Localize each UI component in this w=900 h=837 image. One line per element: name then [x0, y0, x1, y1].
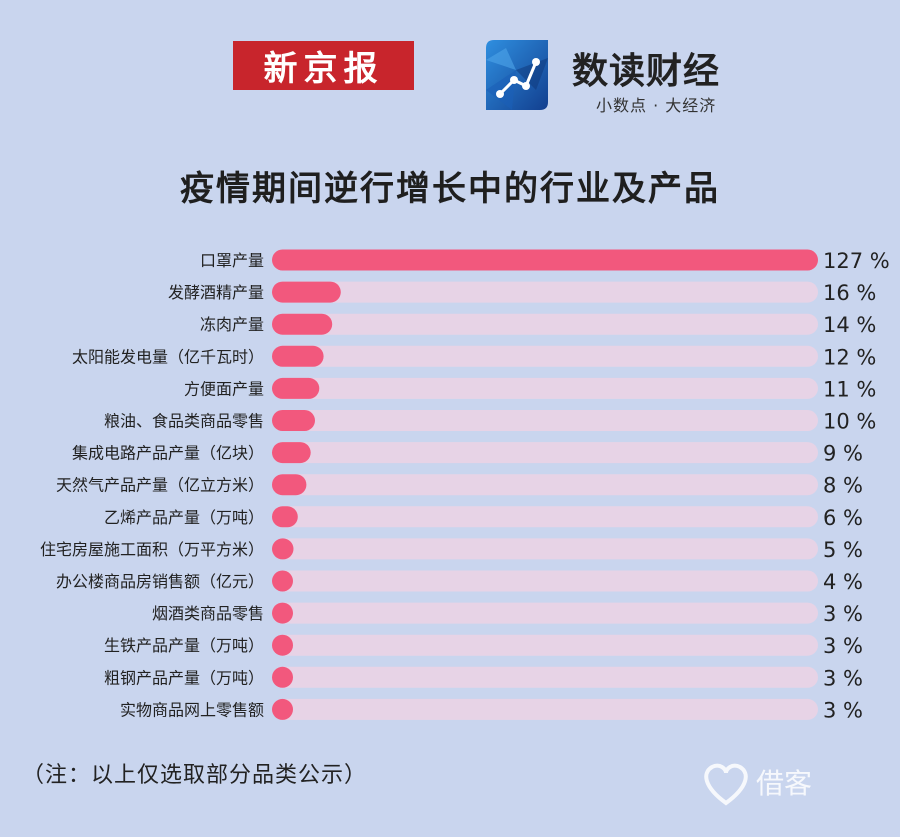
bar: [272, 506, 298, 528]
footnote: （注：以上仅选取部分品类公示）: [22, 763, 368, 788]
xinjingbao-logo: 新京报: [233, 41, 414, 90]
value-label: 11 %: [823, 377, 876, 401]
bar-track: [272, 410, 818, 431]
bar: [272, 410, 315, 431]
bar: [272, 698, 293, 720]
bar-chart: 口罩产量 127 % 发酵酒精产量 16 % 冻肉产量 14 % 太阳能发电量（亿千瓦时） 1…: [40, 249, 890, 722]
bar: [272, 634, 293, 656]
bar: [272, 249, 818, 271]
value-label: 3 %: [823, 634, 863, 658]
value-label: 3 %: [823, 666, 863, 690]
bar-track: [272, 570, 818, 592]
bar-track: [272, 602, 818, 624]
bar: [272, 474, 307, 496]
value-label: 10 %: [823, 410, 876, 434]
chart-title: 疫情期间逆行增长中的行业及产品: [180, 169, 720, 209]
shudu-logo-icon: [486, 40, 548, 110]
category-label: 住宅房屋施工面积（万平方米）: [40, 540, 264, 559]
bar-track: [272, 698, 818, 720]
category-label: 粮油、食品类商品零售: [104, 412, 264, 431]
value-label: 5 %: [823, 538, 863, 562]
value-label: 4 %: [823, 570, 863, 594]
value-label: 16 %: [823, 281, 876, 305]
value-label: 14 %: [823, 313, 876, 337]
category-label: 集成电路产品产量（亿块）: [72, 444, 264, 463]
bar-track: [272, 474, 818, 496]
category-label: 口罩产量: [200, 251, 264, 270]
category-label: 实物商品网上零售额: [120, 700, 264, 719]
bar-track: [272, 377, 818, 399]
bar-track: [272, 345, 818, 367]
bar: [272, 570, 293, 592]
category-label: 方便面产量: [184, 379, 264, 398]
category-label: 冻肉产量: [200, 315, 264, 334]
watermark-logo: 借客: [704, 763, 812, 806]
bar: [272, 281, 341, 303]
bar-track: [272, 313, 818, 335]
category-label: 烟酒类商品零售: [152, 604, 264, 623]
category-label: 太阳能发电量（亿千瓦时）: [72, 347, 264, 366]
bar-track: [272, 506, 818, 528]
bar-track: [272, 666, 818, 688]
bar-track: [272, 281, 818, 303]
category-label: 生铁产品产量（万吨）: [104, 636, 264, 655]
category-label: 乙烯产品产量（万吨）: [104, 508, 264, 527]
watermark-text: 借客: [756, 767, 812, 800]
category-label: 发酵酒精产量: [168, 283, 264, 302]
shudu-logo-subtitle: 小数点 · 大经济: [596, 96, 717, 115]
bar: [272, 313, 333, 335]
bar: [272, 442, 311, 464]
category-label: 天然气产品产量（亿立方米）: [56, 476, 264, 495]
bar: [272, 666, 293, 688]
category-label: 粗钢产品产量（万吨）: [104, 668, 264, 687]
category-label: 办公楼商品房销售额（亿元）: [56, 572, 264, 591]
value-label: 3 %: [823, 698, 863, 722]
bar: [272, 602, 293, 624]
bar-track: [272, 634, 818, 656]
bar-track: [272, 442, 818, 464]
value-label: 9 %: [823, 442, 863, 466]
shudu-logo-title: 数读财经: [572, 51, 721, 92]
value-label: 8 %: [823, 474, 863, 498]
value-label: 127 %: [823, 249, 890, 273]
bar: [272, 345, 324, 367]
value-label: 3 %: [823, 602, 863, 626]
value-label: 6 %: [823, 506, 863, 530]
bar-track: [272, 538, 818, 560]
bar: [272, 538, 294, 560]
value-label: 12 %: [823, 345, 876, 369]
bar: [272, 377, 320, 399]
